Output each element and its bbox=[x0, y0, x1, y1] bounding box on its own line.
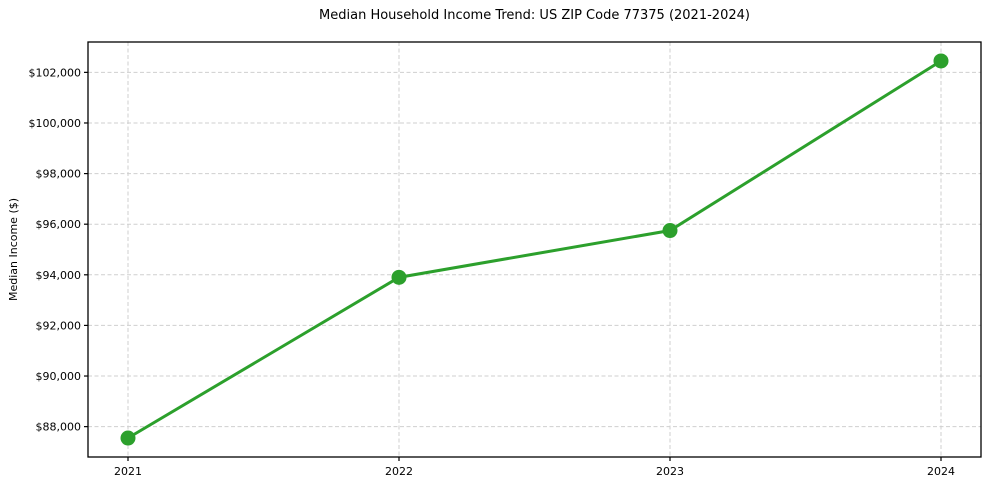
y-tick-label: $100,000 bbox=[29, 117, 82, 130]
y-tick-label: $88,000 bbox=[36, 421, 82, 434]
data-point bbox=[933, 53, 949, 69]
chart-title: Median Household Income Trend: US ZIP Co… bbox=[319, 8, 750, 23]
y-tick-label: $96,000 bbox=[36, 218, 82, 231]
x-tick-label: 2023 bbox=[656, 465, 684, 478]
y-axis-label: Median Income ($) bbox=[7, 198, 20, 301]
data-point bbox=[391, 269, 407, 285]
x-tick-label: 2024 bbox=[927, 465, 955, 478]
plot-border bbox=[87, 41, 982, 458]
y-tick-label: $94,000 bbox=[36, 269, 82, 282]
y-tick-label: $102,000 bbox=[29, 66, 82, 79]
data-point bbox=[662, 223, 678, 239]
data-point bbox=[120, 430, 136, 446]
y-tick-label: $98,000 bbox=[36, 168, 82, 181]
x-tick-label: 2021 bbox=[114, 465, 142, 478]
y-tick-label: $92,000 bbox=[36, 319, 82, 332]
trend-line bbox=[126, 59, 943, 440]
x-tick-label: 2022 bbox=[385, 465, 413, 478]
y-tick-label: $90,000 bbox=[36, 370, 82, 383]
